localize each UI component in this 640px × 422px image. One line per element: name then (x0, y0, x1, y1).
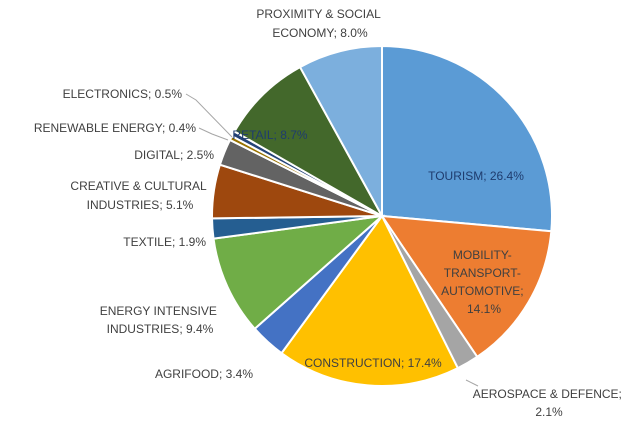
leader-electronics (185, 93, 233, 138)
slice-construction (280, 214, 460, 387)
pie-slices (211, 44, 553, 387)
label-retail: RETAIL; 8.7% (232, 128, 307, 142)
label-proximity: PROXIMITY & SOCIAL ECONOMY; 8.0% (256, 7, 383, 40)
leader-aerospace (465, 379, 479, 387)
label-mobility: MOBILITY- TRANSPORT- AUTOMOTIVE; 14.1% (441, 248, 527, 316)
slice-energy-intensive-industries (212, 214, 386, 331)
label-creative: CREATIVE & CULTURAL INDUSTRIES; 5.1% (70, 179, 209, 212)
label-aerospace: AEROSPACE & DEFENCE; 2.1% (473, 387, 626, 419)
label-textile: TEXTILE; 1.9% (123, 235, 206, 249)
label-construction: CONSTRUCTION; 17.4% (304, 356, 442, 370)
label-electronics: ELECTRONICS; 0.5% (63, 87, 183, 101)
slice-proximity-social-economy (298, 44, 383, 217)
leader-lines (185, 93, 479, 387)
leader-renewable (198, 127, 229, 141)
label-digital: DIGITAL; 2.5% (134, 148, 214, 162)
label-renewable: RENEWABLE ENERGY; 0.4% (34, 121, 196, 135)
slice-mobility-transport-automotive (379, 214, 553, 359)
slice-tourism (381, 44, 553, 233)
label-agrifood: AGRIFOOD; 3.4% (155, 367, 253, 381)
label-energy-intensive: ENERGY INTENSIVE INDUSTRIES; 9.4% (100, 304, 220, 336)
label-tourism: TOURISM; 26.4% (428, 169, 524, 183)
slice-retail (233, 65, 385, 219)
